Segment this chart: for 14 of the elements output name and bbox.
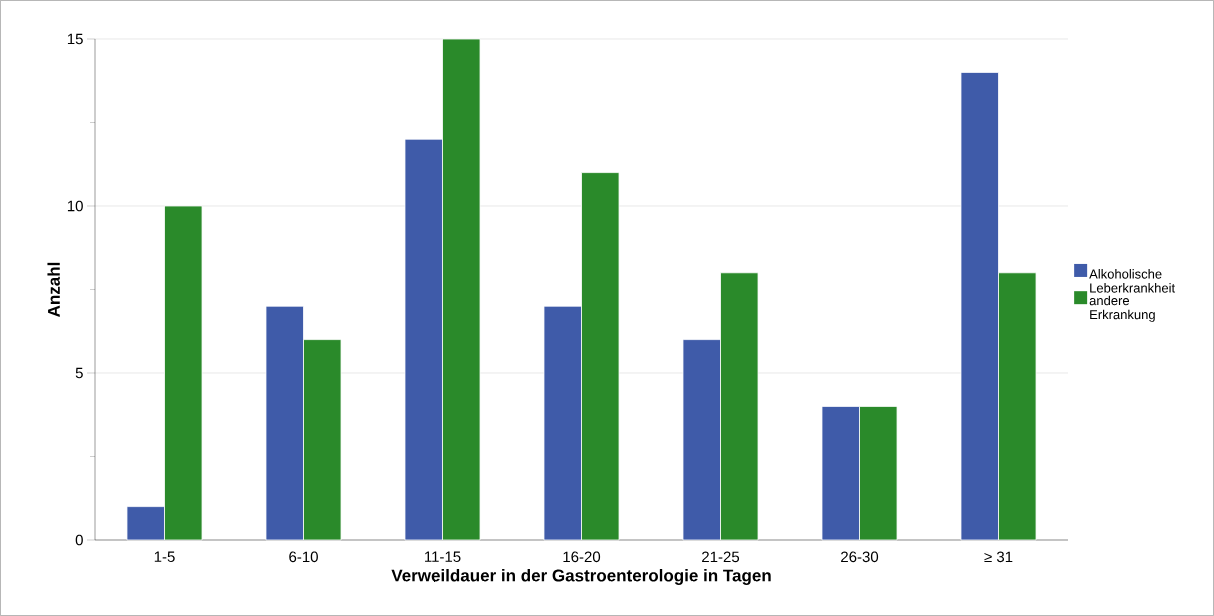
y-tick-label: 15 [67,33,83,45]
x-tick-label: 16-20 [563,551,601,563]
x-tick-label: 21-25 [702,551,740,563]
x-tick-label: ≥ 31 [984,551,1013,563]
x-tick-label: 1-5 [154,551,175,562]
x-tick-label: 11-15 [425,551,461,562]
x-tick-label: 6-10 [289,551,318,563]
y-tick-label: 0 [75,534,83,546]
y-tick-label: 5 [75,367,83,379]
x-axis-title: Verweildauer in der Gastroenterologie in Tagen [391,569,771,585]
y-axis-title: Anzahl [47,262,60,317]
legend-label: andere Erkrankung [1089,295,1155,322]
x-tick-label: 26-30 [841,551,879,563]
y-tick-label: 10 [67,200,83,212]
